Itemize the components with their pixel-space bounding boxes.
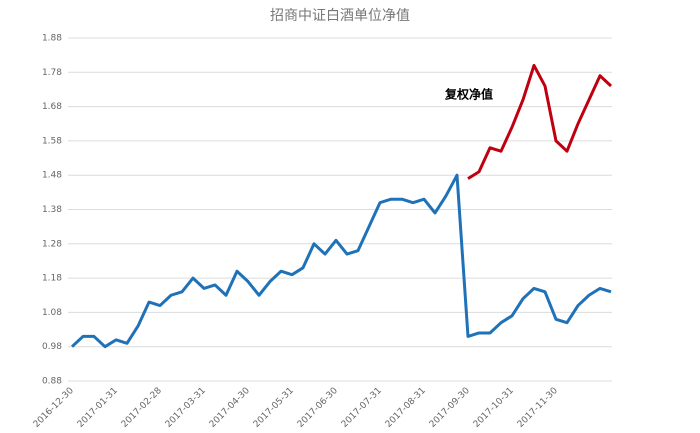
- x-tick-label: 2017-06-30: [296, 386, 340, 430]
- y-tick-label: 1.38: [42, 205, 62, 215]
- annotation: 复权净值: [444, 87, 493, 102]
- y-tick-label: 1.78: [42, 68, 62, 78]
- y-tick-label: 1.48: [42, 171, 62, 181]
- x-tick-label: 2017-08-31: [384, 386, 428, 430]
- x-tick-label: 2017-03-31: [164, 386, 208, 430]
- y-tick-label: 1.28: [42, 239, 62, 249]
- x-tick-label: 2017-05-31: [252, 386, 296, 430]
- chart-title: 招商中证白酒单位净值: [270, 8, 410, 24]
- x-tick-label: 2017-01-31: [76, 386, 120, 430]
- y-tick-label: 1.68: [42, 102, 62, 112]
- y-tick-label: 0.98: [42, 342, 62, 352]
- x-tick-label: 2017-09-30: [428, 386, 472, 430]
- y-tick-label: 1.88: [42, 34, 62, 44]
- x-tick-label: 2017-02-28: [120, 386, 164, 430]
- x-tick-label: 2016-12-30: [32, 386, 76, 430]
- x-tick-label: 2017-04-30: [208, 386, 252, 430]
- y-tick-label: 1.18: [42, 274, 62, 284]
- line-series: [70, 173, 612, 349]
- x-tick-label: 2017-07-31: [340, 386, 384, 430]
- line-series: [467, 63, 613, 180]
- y-tick-label: 1.08: [42, 308, 62, 318]
- x-tick-label: 2017-11-30: [516, 386, 560, 430]
- x-tick-label: 2017-10-31: [472, 386, 516, 430]
- y-tick-label: 0.88: [42, 377, 62, 387]
- y-tick-label: 1.58: [42, 136, 62, 146]
